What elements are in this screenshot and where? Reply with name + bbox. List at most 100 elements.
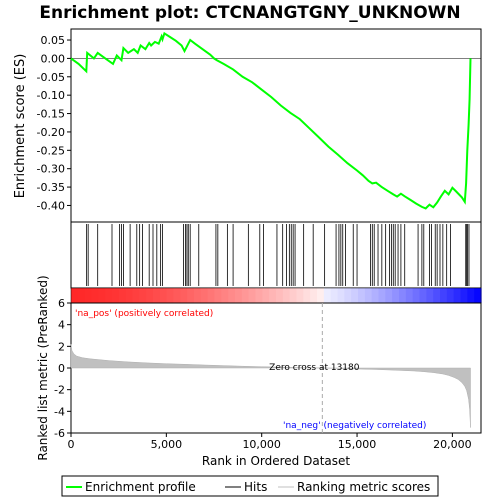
es-y-tick-label: -0.15 [37, 108, 65, 121]
colorbar-segment [461, 288, 468, 303]
colorbar-segment [215, 288, 222, 303]
colorbar-segment [324, 288, 331, 303]
colorbar-segment [105, 288, 112, 303]
x-tick-label: 0 [68, 438, 75, 451]
x-tick-label: 20,000 [433, 438, 472, 451]
colorbar-segment [160, 288, 167, 303]
colorbar-segment [256, 288, 263, 303]
es-y-tick-label: -0.10 [37, 89, 65, 102]
hits-panel-frame [71, 222, 481, 288]
colorbar-segment [249, 288, 256, 303]
colorbar-segment [119, 288, 126, 303]
colorbar-segment [235, 288, 242, 303]
colorbar-segment [139, 288, 146, 303]
colorbar-segment [180, 288, 187, 303]
ranked-y-tick-label: 4 [58, 319, 65, 332]
x-axis-label: Rank in Ordered Dataset [202, 454, 350, 468]
colorbar-segment [406, 288, 413, 303]
colorbar-segment [208, 288, 215, 303]
colorbar-segment [413, 288, 420, 303]
chart-title: Enrichment plot: CTCNANGTGNY_UNKNOWN [39, 3, 460, 23]
pos-correlated-label: 'na_pos' (positively correlated) [75, 309, 213, 319]
colorbar-segment [92, 288, 99, 303]
x-tick-label: 15,000 [338, 438, 377, 451]
es-y-tick-label: -0.40 [37, 199, 65, 212]
colorbar-segment [262, 288, 269, 303]
es-y-axis: 0.05 0.00 -0.05 -0.10 -0.15 -0.20 -0.25 -0.30 -0… [37, 34, 71, 212]
colorbar-segment [317, 288, 324, 303]
colorbar-segment [420, 288, 427, 303]
colorbar-segment [242, 288, 249, 303]
colorbar-segment [351, 288, 358, 303]
colorbar-segment [146, 288, 153, 303]
colorbar-segment [399, 288, 406, 303]
colorbar-segment [297, 288, 304, 303]
hits-panel [71, 222, 481, 288]
ranked-y-axis: 6 4 2 0 -2 -4 -6 [54, 297, 71, 440]
colorbar-segment [78, 288, 85, 303]
colorbar-segment [379, 288, 386, 303]
colorbar-segment [283, 288, 290, 303]
ranked-y-tick-label: -2 [54, 384, 65, 397]
colorbar-segment [133, 288, 140, 303]
es-y-axis-label: Enrichment score (ES) [13, 54, 28, 199]
es-y-tick-label: 0.05 [41, 34, 66, 47]
hits-group [87, 224, 469, 286]
colorbar-segment [303, 288, 310, 303]
colorbar-segment [269, 288, 276, 303]
colorbar-segment [71, 288, 78, 303]
colorbar-segment [98, 288, 105, 303]
colorbar-segment [338, 288, 345, 303]
colorbar-segment [440, 288, 447, 303]
ranked-y-axis-label: Ranked list metric (PreRanked) [36, 275, 50, 460]
colorbar-segment [454, 288, 461, 303]
es-y-tick-label: -0.30 [37, 163, 65, 176]
es-y-tick-label: -0.05 [37, 71, 65, 84]
colorbar-segment [344, 288, 351, 303]
colorbar-segment [174, 288, 181, 303]
es-panel-frame [71, 29, 481, 222]
colorbar-segment [372, 288, 379, 303]
colorbar-segment [385, 288, 392, 303]
colorbar-segment [187, 288, 194, 303]
rank-colorbar [71, 288, 482, 303]
es-panel: 0.05 0.00 -0.05 -0.10 -0.15 -0.20 -0.25 -0.30 -0… [13, 29, 481, 222]
colorbar-segment [392, 288, 399, 303]
ranked-y-tick-label: -4 [54, 405, 65, 418]
x-tick-label: 5,000 [151, 438, 183, 451]
colorbar-segment [365, 288, 372, 303]
legend-hits-label: Hits [244, 480, 267, 494]
colorbar-segment [290, 288, 297, 303]
legend: Enrichment profile Hits Ranking metric s… [62, 476, 438, 496]
colorbar-segment [447, 288, 454, 303]
es-y-tick-label: -0.25 [37, 144, 65, 157]
colorbar-segment [85, 288, 92, 303]
colorbar-segment [221, 288, 228, 303]
es-y-tick-label: 0.00 [41, 52, 66, 65]
es-y-tick-label: -0.35 [37, 181, 65, 194]
neg-correlated-label: 'na_neg' (negatively correlated) [283, 421, 426, 431]
ranking-metric-area [71, 344, 471, 427]
ranked-y-tick-label: 2 [58, 340, 65, 353]
colorbar-segment [331, 288, 338, 303]
colorbar-segment [358, 288, 365, 303]
colorbar-segment [310, 288, 317, 303]
ranked-y-tick-label: 0 [58, 362, 65, 375]
colorbar-segment [153, 288, 160, 303]
es-y-tick-label: -0.20 [37, 126, 65, 139]
colorbar-segment [228, 288, 235, 303]
x-axis: 0 5,000 10,000 15,000 20,000 [68, 433, 472, 451]
colorbar-segment [474, 288, 481, 303]
colorbar-segment [126, 288, 133, 303]
ranked-panel: Zero cross at 13180 'na_pos' (positively… [36, 275, 481, 460]
legend-enrichment-label: Enrichment profile [85, 480, 196, 494]
zero-cross-label: Zero cross at 13180 [269, 363, 360, 373]
ranked-y-tick-label: -6 [54, 427, 65, 440]
legend-ranking-label: Ranking metric scores [297, 480, 430, 494]
colorbar-segment [433, 288, 440, 303]
colorbar-segment [167, 288, 174, 303]
x-tick-label: 10,000 [242, 438, 281, 451]
colorbar-segment [194, 288, 201, 303]
ranked-y-tick-label: 6 [58, 297, 65, 310]
